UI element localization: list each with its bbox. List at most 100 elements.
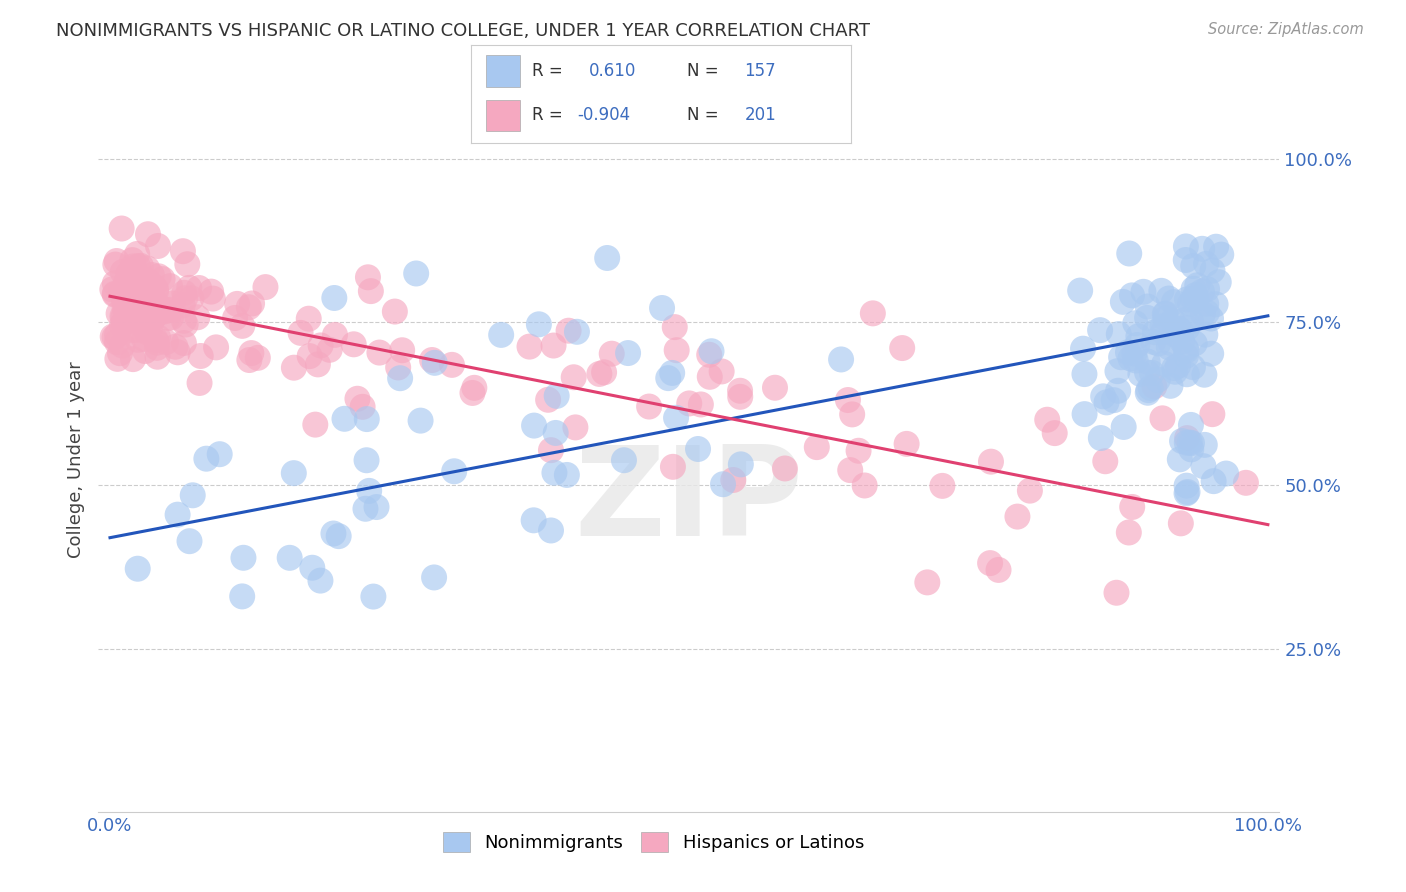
- Point: [1184, 336, 1206, 351]
- Point: [173, 285, 195, 300]
- Point: [596, 251, 619, 265]
- Point: [1140, 366, 1163, 380]
- Point: [1137, 383, 1160, 397]
- Point: [107, 306, 129, 320]
- Point: [565, 325, 588, 339]
- Point: [1118, 525, 1140, 540]
- Point: [728, 384, 751, 398]
- Point: [146, 341, 169, 355]
- Point: [132, 302, 155, 317]
- Point: [101, 282, 124, 296]
- Point: [129, 259, 152, 273]
- Point: [240, 346, 263, 360]
- Point: [157, 310, 180, 325]
- Point: [389, 371, 412, 385]
- Point: [1119, 351, 1142, 366]
- Point: [423, 570, 446, 584]
- Point: [359, 483, 381, 498]
- Point: [131, 310, 153, 325]
- Point: [108, 346, 131, 360]
- Point: [700, 344, 723, 359]
- Point: [1107, 364, 1129, 378]
- Point: [1146, 373, 1168, 387]
- Point: [1136, 354, 1159, 368]
- Point: [224, 310, 246, 325]
- Point: [1175, 478, 1198, 492]
- Text: Source: ZipAtlas.com: Source: ZipAtlas.com: [1208, 22, 1364, 37]
- Point: [1163, 361, 1185, 376]
- Point: [1073, 407, 1095, 421]
- Point: [186, 310, 208, 325]
- Point: [839, 463, 862, 477]
- Point: [368, 345, 391, 359]
- Point: [1161, 313, 1184, 327]
- Point: [1192, 459, 1215, 474]
- Point: [136, 324, 159, 338]
- Point: [283, 360, 305, 375]
- Point: [1208, 275, 1230, 289]
- Point: [540, 524, 562, 538]
- Point: [176, 257, 198, 271]
- Point: [366, 500, 388, 514]
- Point: [1112, 420, 1135, 434]
- Point: [862, 306, 884, 320]
- Point: [117, 286, 139, 301]
- Point: [405, 267, 427, 281]
- Point: [309, 574, 332, 588]
- Point: [1202, 474, 1225, 488]
- Point: [145, 333, 167, 347]
- Point: [166, 508, 188, 522]
- Point: [122, 306, 145, 320]
- Point: [1187, 278, 1209, 293]
- Point: [1094, 454, 1116, 468]
- Point: [544, 425, 567, 440]
- Point: [523, 418, 546, 433]
- Point: [152, 304, 174, 318]
- Point: [1181, 436, 1204, 450]
- Point: [1201, 263, 1223, 277]
- Point: [562, 370, 585, 384]
- Point: [657, 371, 679, 385]
- Point: [686, 442, 709, 456]
- Point: [557, 324, 579, 338]
- Point: [830, 352, 852, 367]
- Point: [112, 316, 135, 330]
- Point: [1194, 368, 1216, 382]
- Point: [1143, 379, 1166, 393]
- Text: ZIP: ZIP: [575, 442, 803, 562]
- Point: [1234, 475, 1257, 490]
- Point: [148, 269, 170, 284]
- Point: [122, 352, 145, 367]
- Point: [121, 253, 143, 268]
- Point: [1107, 384, 1129, 398]
- Point: [127, 259, 149, 273]
- Point: [730, 458, 752, 472]
- Point: [1199, 347, 1222, 361]
- Text: R =: R =: [531, 106, 562, 124]
- Point: [110, 285, 132, 300]
- Point: [527, 318, 550, 332]
- Point: [1142, 334, 1164, 349]
- Point: [540, 443, 562, 458]
- Point: [543, 338, 565, 352]
- Point: [1194, 327, 1216, 342]
- Point: [195, 451, 218, 466]
- Point: [1136, 385, 1159, 400]
- Point: [1180, 314, 1202, 328]
- Point: [117, 267, 139, 281]
- Point: [837, 392, 859, 407]
- Point: [1095, 395, 1118, 409]
- Point: [387, 360, 409, 375]
- Point: [111, 338, 134, 352]
- Point: [152, 301, 174, 316]
- Point: [201, 292, 224, 306]
- Point: [114, 278, 136, 293]
- Point: [145, 282, 167, 296]
- Point: [1167, 359, 1189, 373]
- Point: [181, 488, 204, 502]
- Point: [1182, 282, 1205, 296]
- Text: N =: N =: [688, 62, 718, 80]
- Point: [145, 285, 167, 299]
- Point: [174, 318, 197, 332]
- Point: [423, 356, 446, 370]
